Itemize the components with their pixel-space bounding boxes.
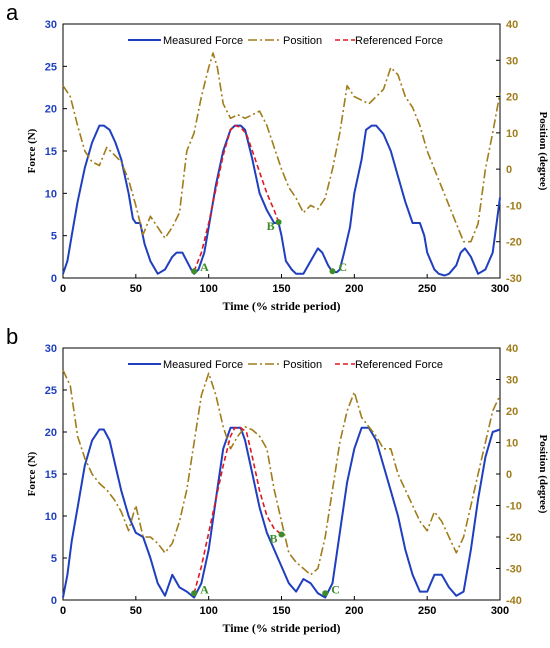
- x-tick-label: 200: [345, 605, 363, 617]
- series-line-position: [62, 369, 501, 576]
- legend-entry: Measured Force: [163, 359, 243, 371]
- chart-panel-a: a0 50 100 150 200 250 300051015202530-30-20-10…: [6, 0, 549, 313]
- x-axis-label: Time (% stride period): [222, 299, 340, 313]
- series-line-referenced-force: [193, 427, 283, 594]
- annotation-point: [191, 268, 198, 275]
- y-tick-label-left: 20: [45, 427, 57, 439]
- annotation-label: C: [331, 582, 340, 596]
- x-tick-label: 300: [491, 605, 509, 617]
- y-tick-label-right: -30: [506, 564, 522, 576]
- x-tick-label: 250: [418, 283, 436, 295]
- annotation-label: A: [200, 582, 209, 596]
- plot-frame: [62, 347, 501, 601]
- y-tick-label-right: 40: [506, 343, 518, 355]
- x-tick-label: 150: [272, 605, 290, 617]
- x-tick-label: 50: [130, 605, 142, 617]
- y-tick-label-right: 40: [506, 19, 518, 31]
- annotation-point: [278, 531, 285, 538]
- series-line-measured-force: [62, 124, 501, 277]
- annotation-point: [329, 268, 336, 275]
- x-tick-label: 250: [418, 605, 436, 617]
- y-tick-label-left: 10: [45, 511, 57, 523]
- y-tick-label-right: 10: [506, 128, 518, 140]
- y-tick-label-left: 25: [45, 385, 57, 397]
- series-line-position: [62, 52, 501, 243]
- panel-label: a: [6, 0, 19, 25]
- y-tick-label-right: 30: [506, 55, 518, 67]
- y-tick-label-left: 0: [51, 273, 57, 285]
- y-axis-label-right: Position (degree): [537, 112, 549, 191]
- legend-entry: Referenced Force: [355, 359, 443, 371]
- legend-entry: Referenced Force: [355, 35, 443, 47]
- y-tick-label-left: 30: [45, 19, 57, 31]
- y-tick-label-right: -20: [506, 237, 522, 249]
- y-axis-label-right: Position (degree): [537, 435, 549, 514]
- y-axis-label-left: Force (N): [26, 128, 38, 173]
- y-tick-label-right: 0: [506, 469, 512, 481]
- annotation-point: [275, 219, 282, 226]
- y-tick-label-left: 15: [45, 146, 57, 158]
- y-tick-label-right: -10: [506, 501, 522, 513]
- annotation-label: A: [200, 260, 209, 274]
- y-tick-label-left: 10: [45, 188, 57, 200]
- x-tick-label: 50: [130, 283, 142, 295]
- y-tick-label-left: 25: [45, 61, 57, 73]
- y-tick-label-right: -30: [506, 273, 522, 285]
- y-axis-label-left: Force (N): [26, 451, 38, 496]
- y-tick-label-right: 0: [506, 164, 512, 176]
- x-tick-label: 200: [345, 283, 363, 295]
- chart-panel-b: b0 50 100 150 200 250 300051015202530-40-30-20…: [6, 324, 549, 635]
- y-tick-label-right: 30: [506, 375, 518, 387]
- y-tick-label-left: 20: [45, 104, 57, 116]
- y-tick-label-left: 30: [45, 343, 57, 355]
- legend-entry: Position: [283, 359, 322, 371]
- series-line-measured-force: [62, 426, 501, 599]
- y-tick-label-left: 5: [51, 231, 57, 243]
- y-tick-label-left: 15: [45, 469, 57, 481]
- y-tick-label-right: 20: [506, 92, 518, 104]
- y-tick-label-left: 5: [51, 553, 57, 565]
- x-tick-label: 150: [272, 283, 290, 295]
- panel-label: b: [6, 324, 18, 349]
- y-tick-label-right: 20: [506, 406, 518, 418]
- annotation-label: B: [270, 531, 278, 545]
- y-tick-label-right: -10: [506, 200, 522, 212]
- y-tick-label-right: 10: [506, 438, 518, 450]
- legend-entry: Position: [283, 35, 322, 47]
- x-axis-label: Time (% stride period): [222, 621, 340, 635]
- x-tick-label: 0: [60, 283, 66, 295]
- y-tick-label-right: -20: [506, 532, 522, 544]
- y-tick-label-right: -40: [506, 595, 522, 607]
- x-tick-label: 100: [199, 605, 217, 617]
- x-tick-label: 0: [60, 605, 66, 617]
- x-tick-label: 100: [199, 283, 217, 295]
- annotation-point: [322, 590, 329, 597]
- legend-entry: Measured Force: [163, 35, 243, 47]
- x-tick-label: 300: [491, 283, 509, 295]
- annotation-label: C: [338, 260, 347, 274]
- series-line-referenced-force: [193, 124, 280, 272]
- annotation-label: B: [267, 219, 275, 233]
- y-tick-label-left: 0: [51, 595, 57, 607]
- annotation-point: [191, 590, 198, 597]
